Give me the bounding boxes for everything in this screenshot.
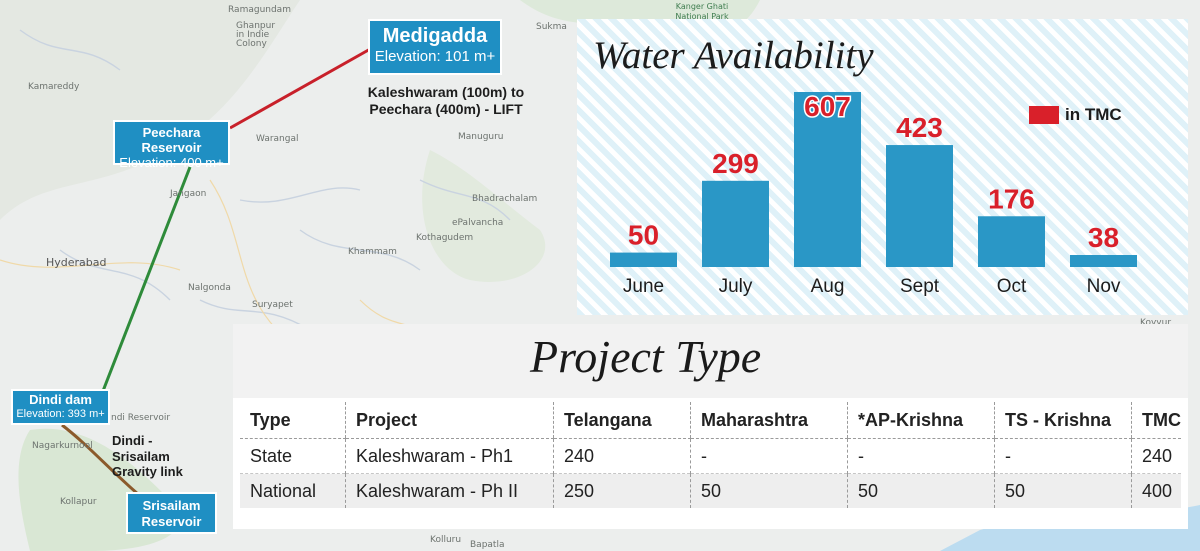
bar-sept <box>886 145 953 267</box>
dindi-gravity-note: Dindi - Srisailam Gravity link <box>112 433 196 480</box>
map-label-nagarkurnool: Nagarkurnool <box>32 441 93 451</box>
category-label-oct: Oct <box>997 276 1027 297</box>
col-header-maharashtra: Maharashtra <box>690 402 848 439</box>
kaleshwaram-note-line1: Kaleshwaram (100m) to <box>367 84 525 100</box>
value-label-sept: 423 <box>896 112 943 143</box>
category-label-sept: Sept <box>900 276 940 297</box>
map-label-kanger-ghati: Kanger Ghati National Park <box>675 2 729 21</box>
peechara-box: Peechara Reservoir Elevation: 400 m+ <box>113 120 230 170</box>
bar-chart: 50 June 299 July 607 Aug 423 Sept 176 Oct 38 Nov <box>610 90 1137 297</box>
cell-maharashtra: 50 <box>690 473 848 508</box>
value-label-oct: 176 <box>988 183 1035 214</box>
map-label-kolluru: Kolluru <box>430 535 462 545</box>
map-label-sukma: Sukma <box>536 22 567 32</box>
legend-swatch <box>1029 106 1059 124</box>
medigadda-name: Medigadda <box>382 25 488 47</box>
link-route-line <box>61 423 139 496</box>
category-label-nov: Nov <box>1087 276 1121 297</box>
bar-june <box>610 252 677 267</box>
chart-legend: in TMC <box>1029 105 1122 125</box>
cell-type: National <box>240 473 346 508</box>
map-label-kamareddy: Kamareddy <box>28 82 80 92</box>
map-label-ghanpur: Ghanpur <box>236 21 276 31</box>
col-header-tmc: TMC <box>1131 402 1181 439</box>
srisailam-name-line1: Srisailam <box>142 498 201 513</box>
medigadda-elevation: Elevation: 101 m+ <box>374 48 496 65</box>
map-label-nalgonda: Nalgonda <box>188 283 231 293</box>
chart-title: Water Availability <box>593 34 874 77</box>
project-type-title: Project Type <box>530 331 762 382</box>
bar-nov <box>1070 255 1137 267</box>
col-header-type: Type <box>240 402 346 439</box>
bar-aug <box>794 92 861 267</box>
col-header-ts-krishna: TS - Krishna <box>994 402 1132 439</box>
cell-tmc: 400 <box>1131 473 1181 508</box>
map-label-kothagudem: Kothagudem <box>416 233 474 243</box>
map-label-ramagundam: Ramagundam <box>228 5 291 15</box>
map-label-indie: in Indie <box>236 30 270 40</box>
kaleshwaram-note-line2: Peechara (400m) - LIFT <box>369 100 523 117</box>
cell-project: Kaleshwaram - Ph II <box>345 473 554 508</box>
cell-telangana: 240 <box>553 438 691 474</box>
project-table: Type Project Telangana Maharashtra *AP-K… <box>240 402 1181 508</box>
map-label-dindi-reservoir: ndi Reservoir <box>111 413 171 423</box>
col-header-project: Project <box>345 402 554 439</box>
cell-ts-krishna: - <box>994 438 1132 474</box>
map-label-jangaon: Jangaon <box>170 189 207 199</box>
dindi-note-line2: Gravity link <box>112 464 183 480</box>
value-label-june: 50 <box>628 220 659 251</box>
table-row: National Kaleshwaram - Ph II 250 50 50 5… <box>240 473 1181 508</box>
legend-label: in TMC <box>1065 105 1122 124</box>
map-label-palvancha: ePalvancha <box>452 218 504 228</box>
cell-maharashtra: - <box>690 438 848 474</box>
project-type-header <box>233 324 1188 398</box>
table-row: State Kaleshwaram - Ph1 240 - - - 240 <box>240 438 1181 474</box>
medigadda-box: Medigadda Elevation: 101 m+ <box>368 19 502 75</box>
map-label-koyyur: Koyyur <box>1140 318 1172 328</box>
cell-tmc: 240 <box>1131 438 1181 474</box>
cell-ts-krishna: 50 <box>994 473 1132 508</box>
category-label-aug: Aug <box>811 276 845 297</box>
map-label-bapatla: Bapatla <box>470 540 505 550</box>
srisailam-box: Srisailam Reservoir <box>126 492 217 534</box>
project-type-panel: Project Type Type Project Telangana Maha… <box>233 324 1188 529</box>
cell-type: State <box>250 445 293 466</box>
map-label-kollapur: Kollapur <box>60 497 97 507</box>
map-label-colony: Colony <box>236 39 267 49</box>
bar-oct <box>978 216 1045 267</box>
peechara-name: Peechara Reservoir <box>141 125 202 155</box>
cell-project: Kaleshwaram - Ph1 <box>345 438 554 474</box>
dindi-box: Dindi dam Elevation: 393 m+ <box>11 389 110 425</box>
dindi-elevation: Elevation: 393 m+ <box>16 407 105 420</box>
category-label-june: June <box>623 276 664 297</box>
map-label-suryapet: Suryapet <box>252 300 293 310</box>
category-label-july: July <box>719 276 753 297</box>
cell-ap-krishna: - <box>847 438 995 474</box>
dindi-note-line1: Dindi - Srisailam <box>112 433 170 464</box>
dindi-name: Dindi dam <box>29 392 92 407</box>
map-label-bhadrachalam: Bhadrachalam <box>472 194 538 204</box>
value-label-nov: 38 <box>1088 222 1119 253</box>
water-availability-panel: Water Availability in TMC 50 June 299 July 6… <box>577 19 1188 315</box>
map-label-manuguru: Manuguru <box>458 132 504 142</box>
srisailam-name-line2: Reservoir <box>141 514 202 529</box>
gravity-route-line <box>101 166 192 392</box>
kaleshwaram-lift-note: Kaleshwaram (100m) to Peechara (400m) - … <box>330 84 562 118</box>
bar-july <box>702 180 769 267</box>
value-label-aug: 607 <box>804 91 851 122</box>
table-header-row: Type Project Telangana Maharashtra *AP-K… <box>240 402 1181 439</box>
value-label-july: 299 <box>712 148 759 179</box>
map-label-hyderabad: Hyderabad <box>46 256 107 269</box>
peechara-elevation: Elevation: 400 m+ <box>119 154 224 170</box>
cell-ap-krishna: 50 <box>847 473 995 508</box>
map-label-warangal: Warangal <box>256 134 299 144</box>
lift-route-line <box>229 46 373 130</box>
col-header-ap-krishna: *AP-Krishna <box>847 402 995 439</box>
col-header-telangana: Telangana <box>553 402 691 439</box>
map-label-khammam: Khammam <box>348 247 397 257</box>
cell-telangana: 250 <box>553 473 691 508</box>
